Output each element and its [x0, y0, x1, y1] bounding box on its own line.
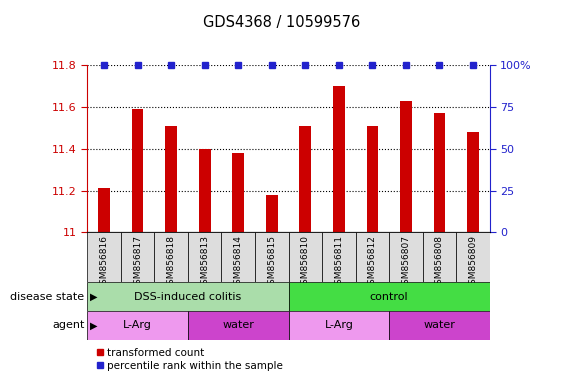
Bar [367, 126, 378, 232]
Text: GSM856811: GSM856811 [334, 235, 343, 290]
Text: GSM856812: GSM856812 [368, 235, 377, 290]
Text: GDS4368 / 10599576: GDS4368 / 10599576 [203, 15, 360, 30]
Bar [188, 232, 221, 282]
Bar [233, 153, 244, 232]
Bar [389, 311, 490, 340]
Bar [255, 232, 289, 282]
Text: agent: agent [52, 320, 84, 331]
Text: GSM856818: GSM856818 [167, 235, 176, 290]
Text: disease state: disease state [10, 291, 84, 302]
Bar [266, 195, 278, 232]
Bar [154, 232, 188, 282]
Bar [87, 311, 188, 340]
Bar [423, 232, 456, 282]
Text: GSM856814: GSM856814 [234, 235, 243, 290]
Bar [188, 311, 289, 340]
Bar [289, 311, 389, 340]
Bar [166, 126, 177, 232]
Text: GSM856817: GSM856817 [133, 235, 142, 290]
Bar [389, 232, 423, 282]
Bar [87, 232, 121, 282]
Bar [456, 232, 490, 282]
Text: DSS-induced colitis: DSS-induced colitis [135, 291, 242, 302]
Bar [333, 86, 345, 232]
Text: GSM856809: GSM856809 [468, 235, 477, 290]
Text: ▶: ▶ [90, 291, 97, 302]
Text: GSM856807: GSM856807 [401, 235, 410, 290]
Bar [132, 109, 144, 232]
Bar [221, 232, 255, 282]
Bar [356, 232, 389, 282]
Bar [87, 282, 289, 311]
Bar [121, 232, 154, 282]
Text: GSM856808: GSM856808 [435, 235, 444, 290]
Text: GSM856810: GSM856810 [301, 235, 310, 290]
Bar [289, 232, 322, 282]
Bar [289, 282, 490, 311]
Bar [400, 101, 412, 232]
Bar [300, 126, 311, 232]
Bar [467, 132, 479, 232]
Text: GSM856816: GSM856816 [100, 235, 109, 290]
Text: water: water [222, 320, 254, 331]
Bar [322, 232, 356, 282]
Text: control: control [370, 291, 409, 302]
Legend: transformed count, percentile rank within the sample: transformed count, percentile rank withi… [92, 344, 287, 375]
Text: water: water [423, 320, 455, 331]
Bar [434, 113, 445, 232]
Text: GSM856813: GSM856813 [200, 235, 209, 290]
Text: GSM856815: GSM856815 [267, 235, 276, 290]
Text: L-Arg: L-Arg [123, 320, 152, 331]
Bar [199, 149, 211, 232]
Bar [98, 189, 110, 232]
Text: L-Arg: L-Arg [324, 320, 354, 331]
Text: ▶: ▶ [90, 320, 97, 331]
